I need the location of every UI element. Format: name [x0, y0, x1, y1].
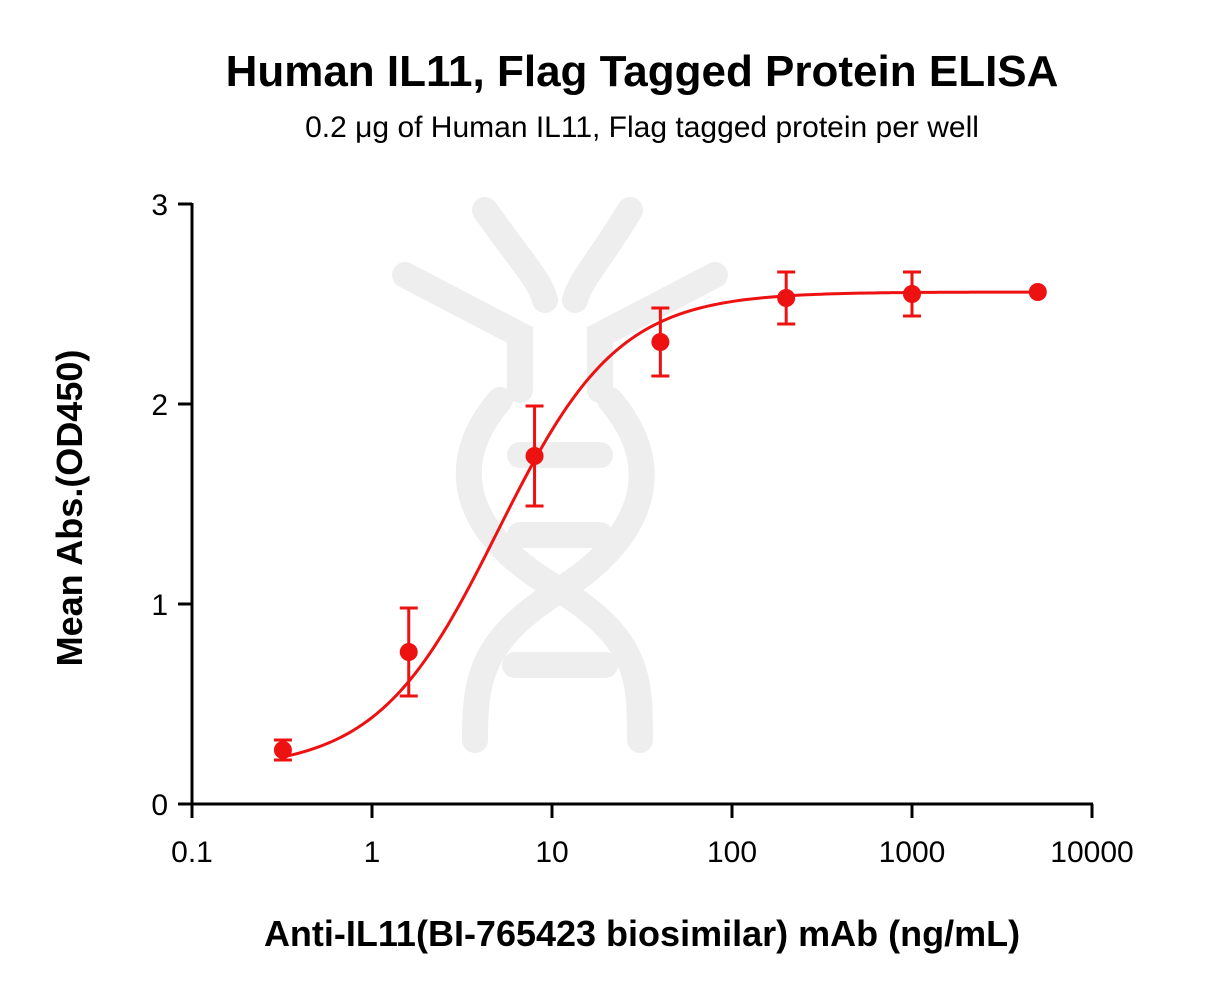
x-tick-label: 1000: [879, 836, 946, 869]
x-tick-label: 100: [707, 836, 757, 869]
y-ticks: 0 1 2 3: [151, 189, 192, 822]
y-axis-label: Mean Abs.(OD450): [49, 350, 90, 667]
x-axis-label: Anti-IL11(BI-765423 biosimilar) mAb (ng/…: [264, 913, 1020, 954]
y-tick-label: 3: [151, 189, 168, 222]
data-point: [651, 333, 670, 351]
y-tick-label: 1: [151, 589, 168, 622]
data-point: [273, 741, 292, 759]
data-point: [1028, 283, 1047, 301]
data-point: [525, 447, 544, 465]
chart-subtitle: 0.2 μg of Human IL11, Flag tagged protei…: [305, 111, 979, 144]
x-tick-label: 10000: [1050, 836, 1133, 869]
x-tick-label: 10: [535, 836, 568, 869]
y-tick-label: 0: [151, 789, 168, 822]
data-point: [399, 643, 418, 661]
y-tick-label: 2: [151, 389, 168, 422]
chart-title: Human IL11, Flag Tagged Protein ELISA: [226, 47, 1059, 96]
dna-watermark-icon: [392, 197, 728, 753]
x-ticks: 0.1 1 10 100 1000 10000: [171, 804, 1134, 869]
data-point: [777, 289, 796, 307]
data-point: [903, 285, 921, 303]
x-tick-label: 0.1: [171, 836, 213, 869]
data-points: [273, 283, 1047, 759]
x-tick-label: 1: [364, 836, 381, 869]
